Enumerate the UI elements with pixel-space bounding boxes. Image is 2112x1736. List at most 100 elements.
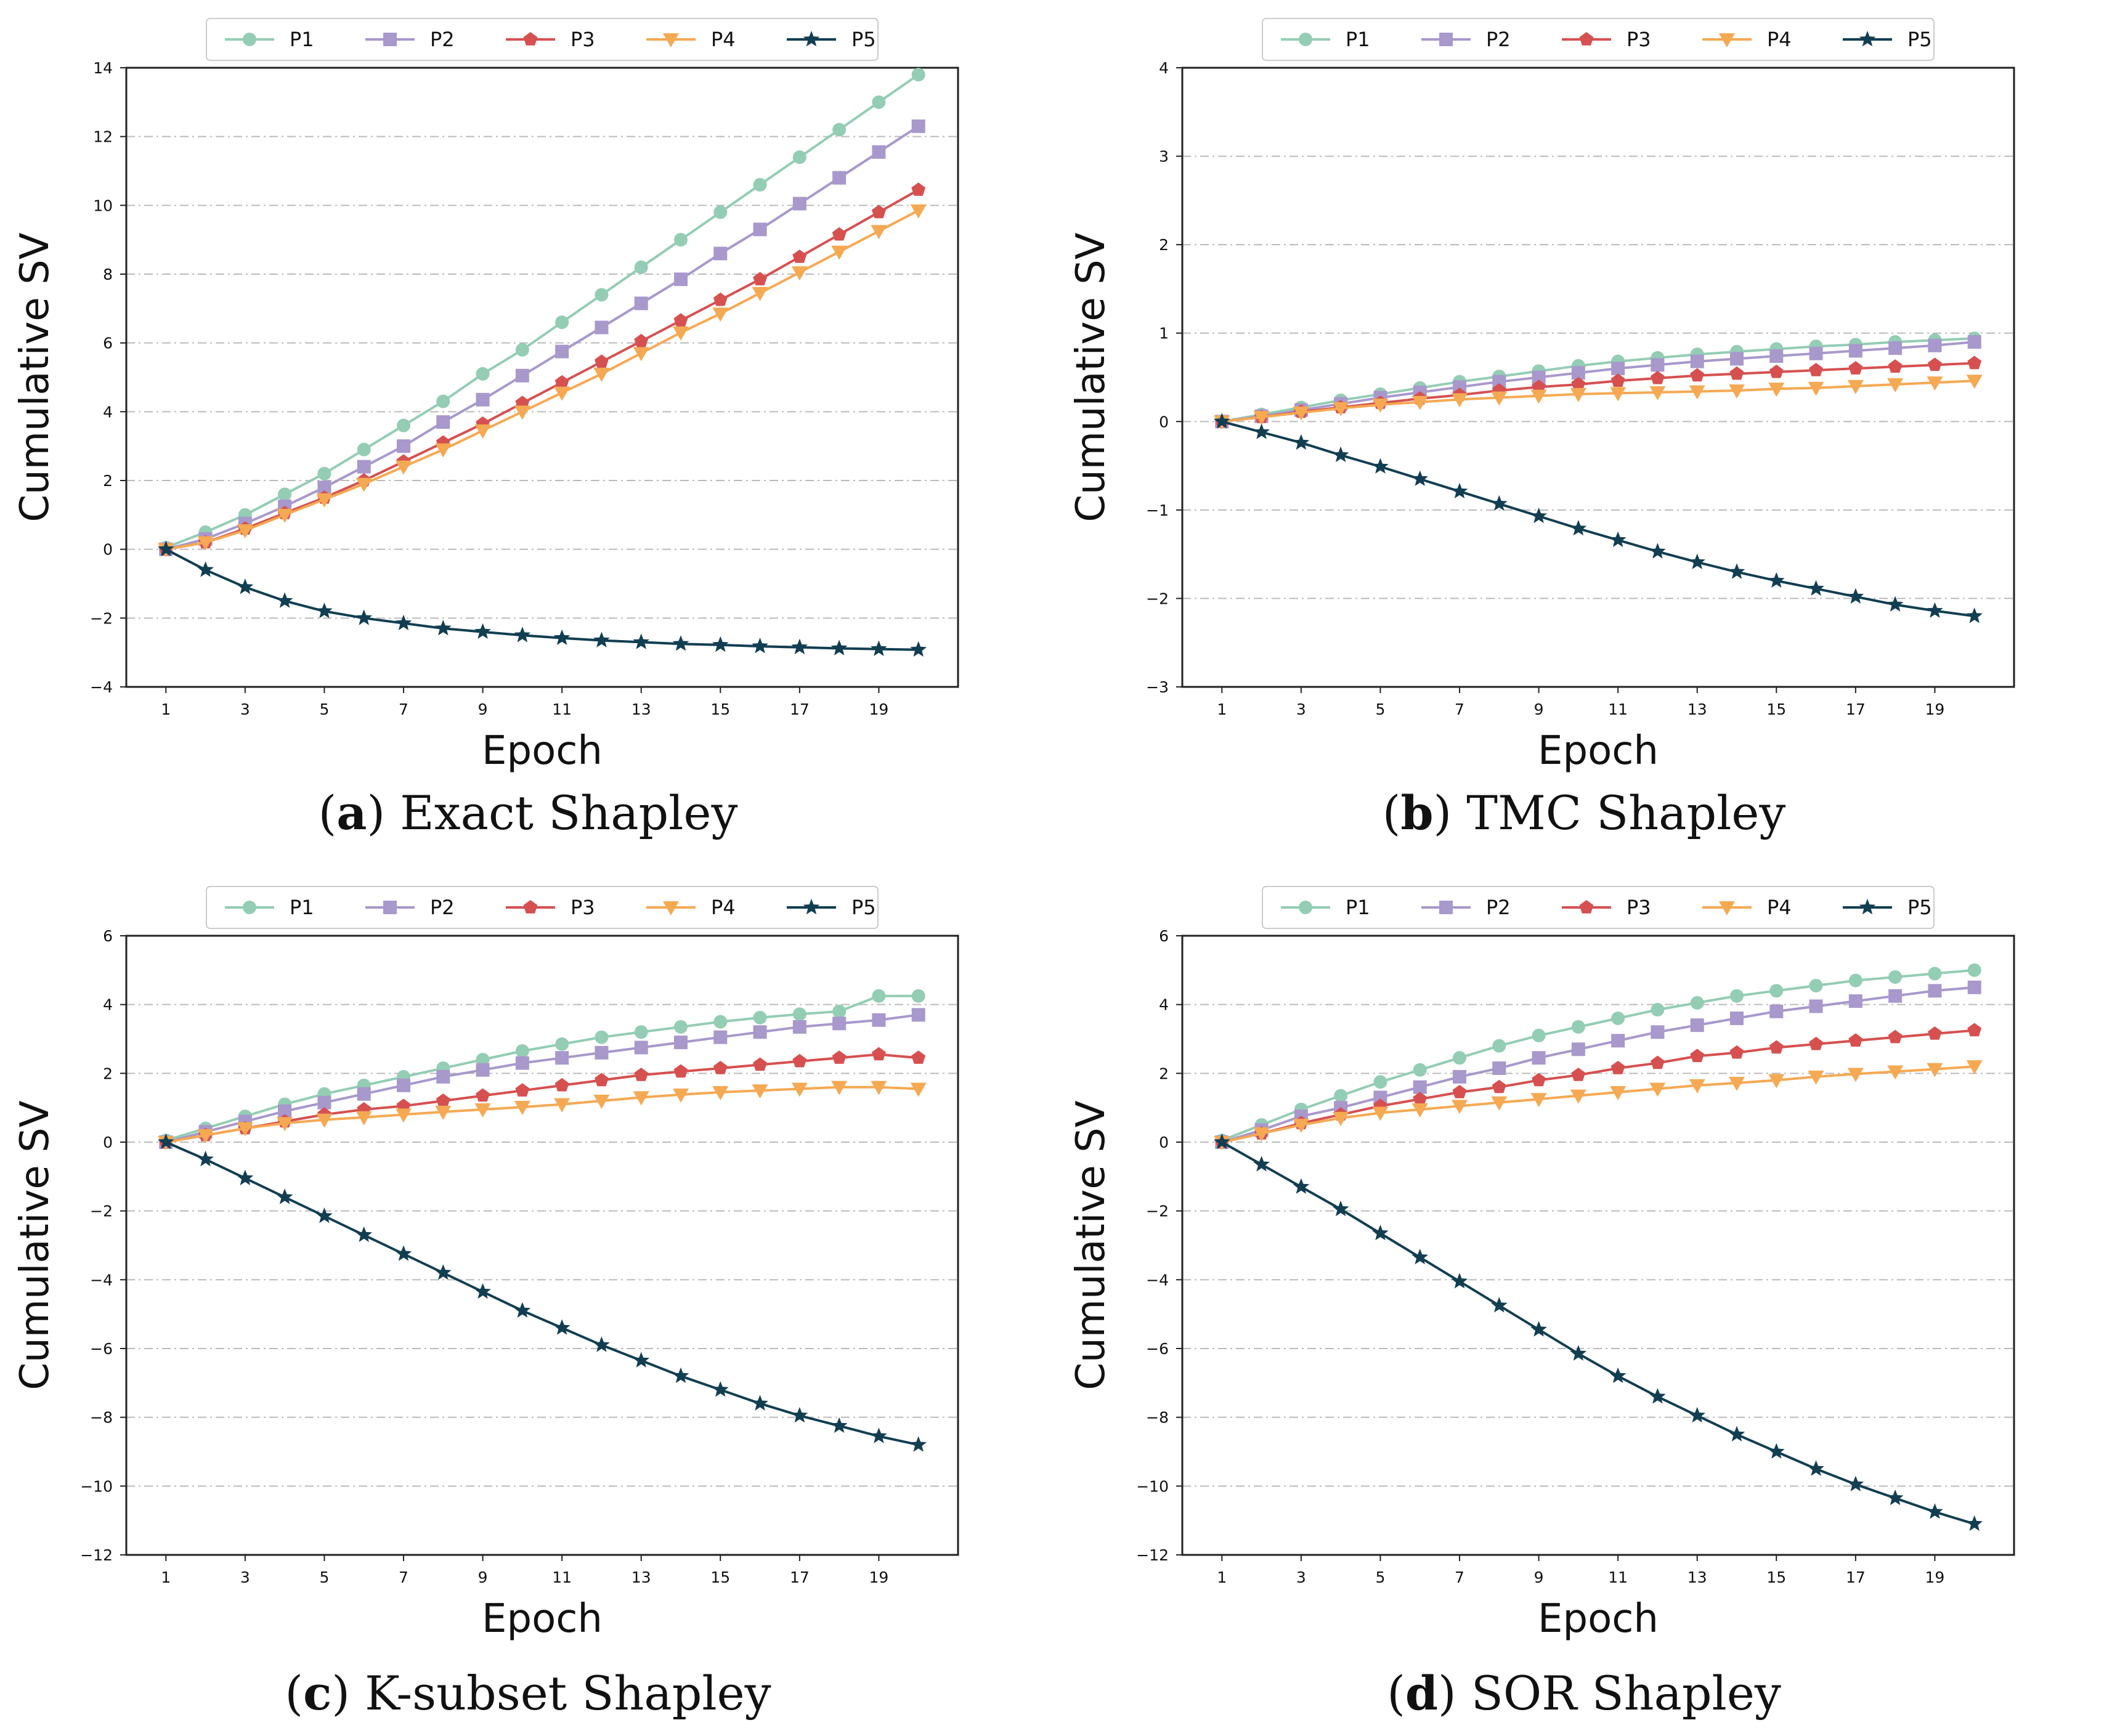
x-tick-label-c-13: 13 [632, 1568, 651, 1586]
point-c-P3-19 [872, 1047, 886, 1061]
legend-marker-d-P2 [1439, 901, 1453, 914]
y-axis-label-b: Cumulative SV [1068, 232, 1114, 522]
point-d-P3-20 [1967, 1023, 1982, 1037]
legend-marker-c-P4 [663, 901, 679, 915]
point-b-P5-2 [1253, 423, 1270, 439]
point-a-P1-8 [436, 394, 450, 408]
point-a-P4-11 [554, 386, 571, 401]
point-b-P3-14 [1729, 366, 1744, 380]
point-a-P5-15 [712, 636, 729, 652]
y-tick-label-d-0: 0 [1159, 1134, 1169, 1151]
point-d-P5-8 [1491, 1297, 1508, 1313]
point-c-P4-10 [514, 1101, 530, 1116]
y-axis-label-d: Cumulative SV [1068, 1100, 1114, 1390]
point-d-P2-5 [1373, 1090, 1387, 1105]
point-b-P4-15 [1768, 383, 1785, 397]
plot-frame-d [1181, 935, 2015, 1556]
point-b-P5-7 [1451, 482, 1468, 498]
point-a-P4-2 [197, 536, 214, 551]
point-c-P3-13 [634, 1068, 649, 1081]
y-tick-label-a-6: 6 [103, 335, 113, 352]
point-c-P3-18 [832, 1050, 847, 1064]
series-line-a-P4 [165, 209, 919, 551]
point-b-P2-13 [1690, 354, 1704, 368]
series-line-b-P5 [1221, 420, 1975, 618]
point-d-P4-15 [1768, 1074, 1785, 1089]
point-d-P5-19 [1927, 1503, 1943, 1519]
point-d-P1-6 [1413, 1063, 1427, 1077]
point-c-P5-6 [355, 1226, 372, 1243]
point-a-P5-6 [355, 609, 372, 625]
point-d-P4-13 [1689, 1079, 1705, 1093]
x-tick-label-a-15: 15 [710, 700, 730, 718]
point-a-P5-11 [553, 629, 571, 645]
point-d-P1-8 [1492, 1039, 1506, 1053]
point-d-P1-14 [1730, 989, 1744, 1003]
series-c-P3 [158, 1047, 926, 1148]
series-b-P5 [1214, 413, 1983, 623]
point-d-P5-1 [1214, 1134, 1230, 1150]
point-d-P4-19 [1927, 1063, 1943, 1077]
point-a-P4-16 [752, 286, 768, 301]
y-tick-label-b-1: 1 [1159, 325, 1169, 343]
legend-label-d-P1: P1 [1346, 896, 1370, 919]
point-c-P4-8 [435, 1105, 452, 1120]
y-tick-label-c-6: 6 [103, 927, 113, 945]
series-d-P2 [1215, 980, 1981, 1149]
x-tick-label-d-17: 17 [1846, 1568, 1866, 1586]
point-d-P2-17 [1848, 994, 1862, 1008]
point-b-P2-11 [1611, 362, 1625, 376]
y-tick-label-d--12: −12 [1136, 1546, 1169, 1564]
point-b-P3-18 [1888, 359, 1903, 373]
series-a-P2 [159, 119, 925, 556]
point-c-P4-18 [831, 1081, 848, 1095]
point-b-P2-9 [1532, 370, 1546, 384]
point-b-P5-16 [1808, 580, 1824, 596]
point-c-P1-11 [555, 1037, 569, 1051]
point-c-P2-12 [595, 1045, 609, 1060]
point-d-P2-14 [1730, 1012, 1744, 1025]
legend-marker-a-P3 [523, 32, 538, 46]
x-tick-label-d-3: 3 [1296, 1568, 1306, 1586]
point-b-P4-19 [1927, 376, 1943, 391]
point-c-P5-14 [672, 1367, 689, 1383]
caption-letter-c: c [303, 1666, 332, 1721]
y-tick-label-a--4: −4 [90, 678, 113, 696]
point-d-P5-14 [1728, 1426, 1745, 1442]
point-a-P5-17 [791, 638, 808, 655]
point-c-P5-4 [276, 1188, 293, 1204]
point-c-P2-20 [911, 1008, 925, 1022]
point-a-P2-7 [397, 439, 410, 453]
point-d-P1-4 [1334, 1089, 1348, 1103]
point-d-P2-9 [1532, 1051, 1546, 1065]
point-c-P5-16 [752, 1395, 768, 1411]
point-c-P2-15 [713, 1030, 728, 1044]
x-tick-label-c-7: 7 [399, 1568, 408, 1586]
point-d-P2-7 [1453, 1069, 1466, 1084]
point-d-P1-20 [1967, 963, 1981, 977]
y-tick-label-c-4: 4 [103, 996, 113, 1014]
point-a-P2-5 [317, 481, 331, 495]
point-c-P1-15 [713, 1015, 728, 1029]
caption-text-a: Exact Shapley [400, 785, 738, 840]
point-a-P5-8 [435, 620, 452, 636]
point-a-P4-18 [831, 245, 848, 260]
x-tick-label-c-3: 3 [240, 1568, 250, 1586]
legend-marker-a-P2 [383, 33, 397, 46]
point-a-P3-12 [595, 354, 609, 368]
point-c-P3-9 [476, 1088, 490, 1102]
y-axis-label-c: Cumulative SV [12, 1100, 58, 1390]
series-line-d-P4 [1221, 1065, 1975, 1143]
point-b-P5-3 [1293, 434, 1310, 450]
point-d-P4-14 [1729, 1076, 1745, 1091]
point-a-P1-14 [674, 233, 688, 247]
panel-a: −4 −2 0 2 4 6 8 10 12 14 1 3 5 7 9 11 13 15 17 19 Epoch Cumul… [0, 0, 1056, 868]
point-b-P5-13 [1689, 553, 1705, 569]
plot-frame-a [125, 67, 959, 688]
caption-letter-d: d [1405, 1666, 1439, 1721]
point-a-P1-20 [911, 68, 925, 82]
point-b-P5-12 [1649, 543, 1666, 559]
point-c-P2-16 [753, 1025, 767, 1039]
point-a-P5-1 [158, 540, 174, 556]
